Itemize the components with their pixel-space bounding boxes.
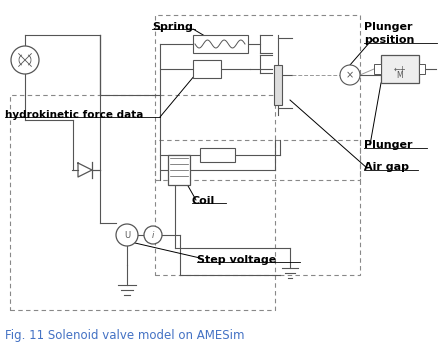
- Bar: [200, 148, 235, 162]
- Circle shape: [116, 224, 138, 246]
- Text: i: i: [152, 230, 154, 239]
- Text: hydrokinetic force data: hydrokinetic force data: [5, 110, 143, 120]
- Text: U: U: [124, 230, 130, 239]
- Text: Plunger: Plunger: [364, 140, 413, 150]
- Text: M: M: [396, 72, 403, 81]
- Text: Fig. 11 Solenoid valve model on AMESim: Fig. 11 Solenoid valve model on AMESim: [5, 329, 245, 342]
- Bar: [274, 65, 282, 105]
- Text: ←+: ←+: [394, 64, 406, 73]
- Text: Plunger: Plunger: [364, 22, 413, 32]
- Bar: [193, 60, 221, 78]
- Text: ×: ×: [346, 70, 354, 80]
- Bar: [193, 35, 248, 53]
- Text: Air gap: Air gap: [364, 162, 409, 172]
- Bar: [168, 155, 190, 185]
- Text: position: position: [364, 35, 414, 45]
- Circle shape: [11, 46, 39, 74]
- Circle shape: [340, 65, 360, 85]
- Text: Spring: Spring: [152, 22, 193, 32]
- Text: Coil: Coil: [192, 196, 215, 206]
- Bar: [419, 64, 425, 74]
- Text: Step voltage: Step voltage: [197, 255, 276, 265]
- Bar: [381, 55, 419, 83]
- Circle shape: [144, 226, 162, 244]
- Bar: [374, 64, 381, 74]
